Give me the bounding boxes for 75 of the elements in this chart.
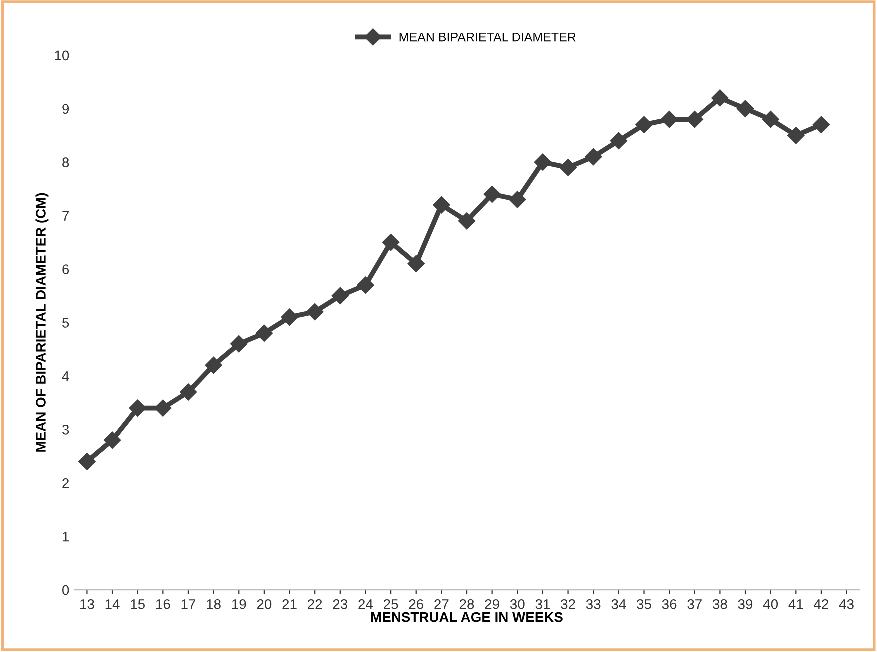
y-tick-label: 7 (62, 211, 69, 221)
x-tick-label: 20 (257, 599, 272, 610)
point (180, 384, 198, 401)
point (509, 191, 526, 208)
x-tick-label: 36 (662, 599, 677, 610)
x-tick-label: 26 (409, 599, 424, 610)
x-tick-label: 27 (434, 599, 449, 610)
x-tick-label: 40 (763, 599, 778, 610)
y-tick-label: 9 (62, 104, 70, 114)
point (281, 308, 298, 326)
point (306, 303, 324, 321)
x-tick-label: 43 (839, 599, 854, 610)
point (661, 111, 678, 128)
x-tick-label: 22 (308, 599, 322, 610)
y-tick-label: 3 (62, 425, 70, 435)
x-tick-label: 33 (586, 599, 601, 610)
point (636, 116, 653, 134)
x-tick-label: 31 (536, 599, 550, 610)
point (686, 111, 704, 128)
legend-label: MEAN BIPARIETAL DIAMETER (400, 32, 576, 42)
x-tick-label: 41 (788, 600, 804, 610)
y-tick-label: 10 (55, 50, 70, 61)
y-axis-title: MEAN OF BIPARIETAL DIAMETER (CM) (36, 193, 49, 452)
x-tick-label: 16 (156, 599, 170, 610)
y-tick-label: 8 (62, 158, 70, 168)
point (484, 186, 501, 203)
x-tick-label: 34 (612, 599, 626, 610)
y-tick-label: 0 (62, 585, 70, 596)
x-tick-label: 19 (232, 599, 246, 610)
point (585, 148, 602, 166)
x-tick-label: 24 (358, 599, 374, 610)
x-tick-label: 39 (738, 599, 753, 610)
y-tick-label: 6 (62, 264, 70, 274)
point (357, 276, 374, 294)
x-tick-label: 25 (384, 599, 398, 610)
point (332, 287, 349, 305)
x-tick-label: 30 (510, 599, 525, 610)
x-tick-label: 32 (561, 599, 576, 610)
point (458, 212, 476, 230)
point (382, 234, 400, 252)
point (256, 324, 273, 342)
x-tick-label: 14 (106, 600, 120, 610)
point (610, 132, 628, 150)
x-tick-label: 15 (131, 600, 145, 610)
y-tick-label: 1 (63, 532, 70, 542)
x-tick-label: 29 (485, 599, 500, 610)
point (560, 159, 577, 176)
y-tick-label: 2 (62, 478, 69, 488)
point (812, 116, 830, 134)
point (433, 196, 450, 214)
x-tick-label: 37 (688, 599, 702, 610)
x-tick-label: 23 (333, 599, 348, 610)
x-tick-label: 28 (460, 599, 474, 610)
x-tick-label: 42 (814, 599, 829, 610)
y-tick-label: 4 (62, 372, 70, 382)
point (205, 356, 222, 374)
point (534, 154, 552, 171)
point (230, 336, 248, 353)
x-tick-label: 35 (637, 599, 652, 610)
x-tick-label: 38 (713, 599, 728, 610)
point (788, 127, 805, 144)
x-tick-label: 21 (282, 599, 297, 610)
x-tick-label: 17 (182, 600, 196, 610)
point (736, 100, 754, 118)
x-axis-title: MENSTRUAL AGE IN WEEKS (371, 612, 563, 622)
y-tick-label: 5 (62, 318, 70, 328)
point (408, 255, 425, 272)
x-tick-label: 18 (207, 599, 221, 610)
point (78, 453, 96, 470)
point (129, 400, 146, 417)
x-tick-label: 13 (80, 599, 94, 610)
point (712, 90, 729, 107)
point (154, 400, 172, 417)
point (104, 432, 122, 449)
point (762, 111, 780, 128)
